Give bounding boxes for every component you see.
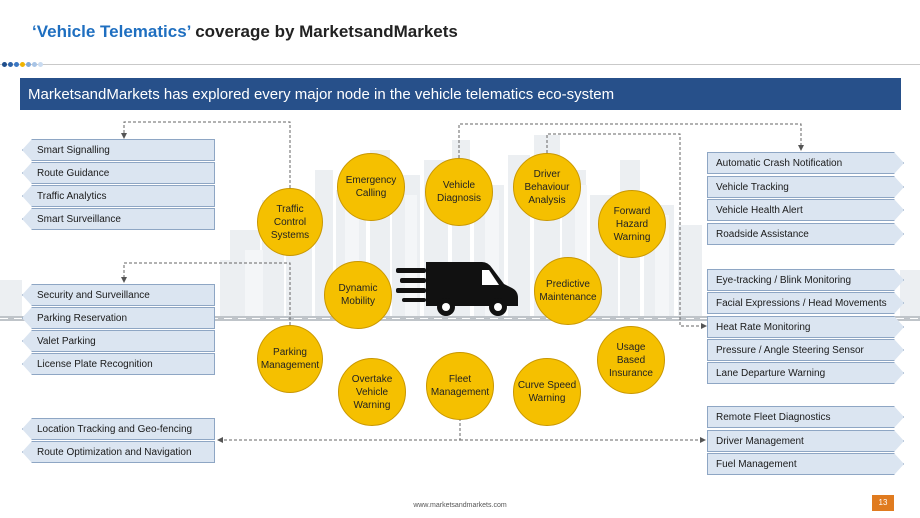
node-emergency-calling: Emergency Calling	[337, 153, 405, 221]
connector-fleet	[217, 418, 461, 443]
right-item-facial-expressions: Facial Expressions / Head Movements	[707, 292, 904, 314]
right-item-crash-notification: Automatic Crash Notification	[707, 152, 904, 174]
right-item-eye-tracking: Eye-tracking / Blink Monitoring	[707, 269, 904, 291]
page-number-badge: 13	[872, 495, 894, 511]
node-traffic-control: Traffic Control Systems	[257, 188, 323, 256]
left-item-route-optimization: Route Optimization and Navigation	[22, 441, 215, 463]
right-item-driver-management: Driver Management	[707, 430, 904, 452]
connector-diagnosis	[458, 123, 804, 158]
node-driver-behaviour: Driver Behaviour Analysis	[513, 153, 581, 221]
node-curve-speed: Curve Speed Warning	[513, 358, 581, 426]
left-item-route-guidance: Route Guidance	[22, 162, 215, 184]
connector-driver	[546, 133, 707, 329]
connector-traffic	[121, 121, 291, 188]
right-item-remote-diagnostics: Remote Fleet Diagnostics	[707, 406, 904, 428]
node-dynamic-mobility: Dynamic Mobility	[324, 261, 392, 329]
node-forward-hazard: Forward Hazard Warning	[598, 190, 666, 258]
node-usage-insurance: Usage Based Insurance	[597, 326, 665, 394]
left-item-smart-surveillance: Smart Surveillance	[22, 208, 215, 230]
right-item-health-alert: Vehicle Health Alert	[707, 199, 904, 221]
left-item-security-surveillance: Security and Surveillance	[22, 284, 215, 306]
right-item-heat-rate: Heat Rate Monitoring	[707, 316, 904, 338]
footer-url: www.marketsandmarkets.com	[413, 502, 507, 509]
node-predictive-maintenance: Predictive Maintenance	[534, 257, 602, 325]
left-item-smart-signalling: Smart Signalling	[22, 139, 215, 161]
left-item-license-plate: License Plate Recognition	[22, 353, 215, 375]
left-item-valet-parking: Valet Parking	[22, 330, 215, 352]
left-item-location-tracking: Location Tracking and Geo-fencing	[22, 418, 215, 440]
right-item-fuel-management: Fuel Management	[707, 453, 904, 475]
header-rule	[0, 64, 920, 65]
node-parking-management: Parking Management	[257, 325, 323, 393]
page-title: ‘Vehicle Telematics’ coverage by Markets…	[32, 22, 458, 42]
left-item-traffic-analytics: Traffic Analytics	[22, 185, 215, 207]
right-item-roadside-assistance: Roadside Assistance	[707, 223, 904, 245]
right-item-vehicle-tracking: Vehicle Tracking	[707, 176, 904, 198]
node-fleet-management: Fleet Management	[426, 352, 494, 420]
connector-parking	[121, 262, 291, 325]
header-dots	[2, 62, 44, 68]
node-overtake-warning: Overtake Vehicle Warning	[338, 358, 406, 426]
right-item-lane-departure: Lane Departure Warning	[707, 362, 904, 384]
banner: MarketsandMarkets has explored every maj…	[20, 78, 901, 110]
node-vehicle-diagnosis: Vehicle Diagnosis	[425, 158, 493, 226]
delivery-van-icon	[396, 262, 518, 316]
title-accent: ‘Vehicle Telematics’	[32, 22, 191, 41]
title-rest: coverage by MarketsandMarkets	[195, 22, 458, 41]
left-item-parking-reservation: Parking Reservation	[22, 307, 215, 329]
right-item-steering-sensor: Pressure / Angle Steering Sensor	[707, 339, 904, 361]
